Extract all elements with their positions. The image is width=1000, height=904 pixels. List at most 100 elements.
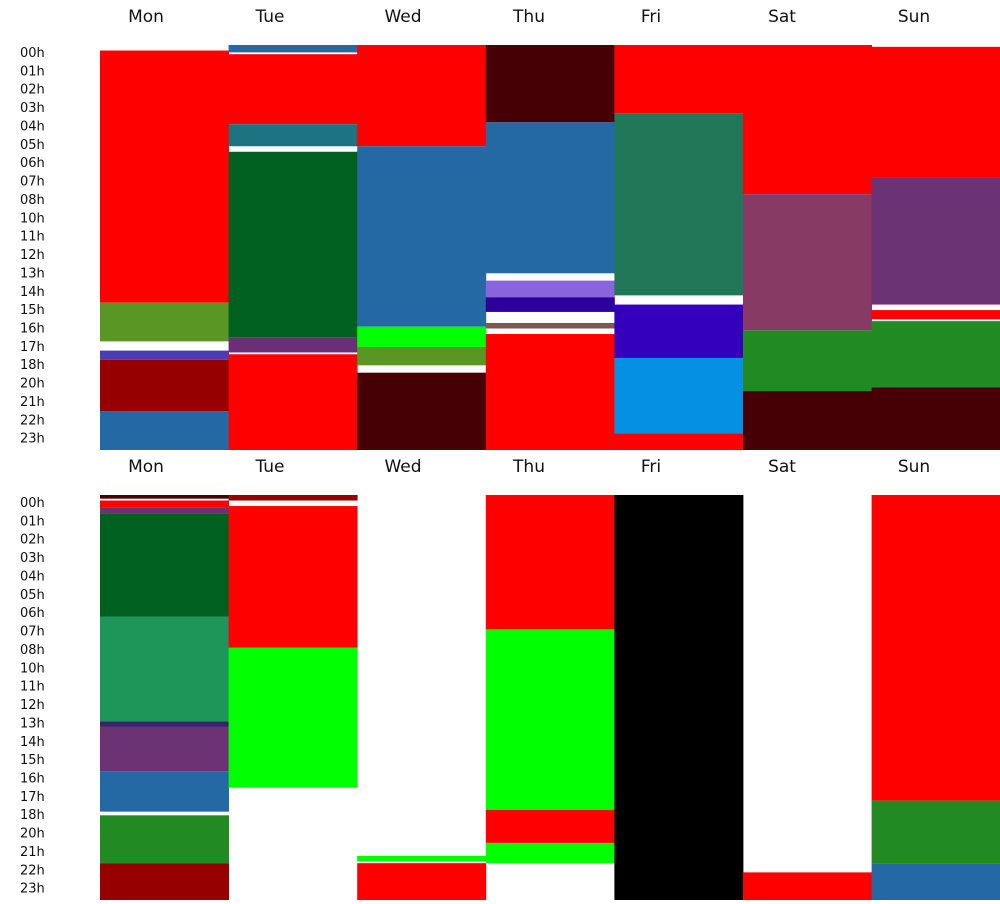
activity-block-wed <box>357 855 487 862</box>
day-label-wed: Wed <box>384 7 421 27</box>
activity-block-tue <box>228 54 358 125</box>
hour-label: 16h <box>20 772 45 787</box>
activity-block-thu <box>485 122 615 274</box>
day-label-sun: Sun <box>898 457 930 477</box>
hour-label: 08h <box>20 643 45 658</box>
day-label-tue: Tue <box>254 7 284 27</box>
hour-label: 22h <box>20 863 45 878</box>
activity-block-sun <box>871 387 1000 450</box>
day-label-fri: Fri <box>641 457 661 477</box>
hour-label: 03h <box>20 551 45 566</box>
activity-block-mon <box>100 771 229 812</box>
activity-block-sat <box>743 330 872 392</box>
activity-block-thu <box>485 842 615 864</box>
day-label-fri: Fri <box>641 7 661 27</box>
hour-label: 16h <box>20 322 45 337</box>
activity-block-fri <box>614 357 744 434</box>
activity-block-thu <box>485 334 615 450</box>
hour-label: 07h <box>20 625 45 640</box>
hour-label: 17h <box>20 790 45 805</box>
hour-label: 04h <box>20 569 45 584</box>
activity-block-thu <box>485 495 615 630</box>
hour-label: 14h <box>20 735 45 750</box>
activity-block-sun <box>871 800 1000 864</box>
hour-label: 10h <box>20 661 45 676</box>
activity-block-wed <box>357 372 487 450</box>
heatmap-panel-2: Mon Tue Wed Thu Fri Sat Sun 00h 01h 02h 03h 04h 05h 0… <box>20 457 1000 900</box>
activity-block-sat <box>743 872 872 900</box>
activity-block-mon <box>100 411 229 450</box>
activity-block-mon <box>100 726 229 772</box>
activity-block-mon <box>100 513 229 617</box>
hour-label: 18h <box>20 808 45 823</box>
activity-block-mon <box>100 359 229 412</box>
activity-block-sat <box>743 45 872 195</box>
hour-label: 06h <box>20 156 45 171</box>
activity-block-sun <box>871 46 1000 178</box>
activity-block-mon <box>100 302 229 342</box>
activity-block-tue <box>228 354 358 450</box>
activity-block-sun <box>871 321 1000 388</box>
day-label-sat: Sat <box>768 7 796 27</box>
hour-label: 18h <box>20 358 45 373</box>
activity-block-thu <box>485 322 615 329</box>
hour-label: 01h <box>20 514 45 529</box>
hour-label: 02h <box>20 533 45 548</box>
activity-block-mon <box>100 721 229 727</box>
activity-block-mon <box>100 616 229 722</box>
hour-label: 22h <box>20 413 45 428</box>
activity-block-thu <box>485 809 615 843</box>
hour-label: 14h <box>20 285 45 300</box>
activity-block-thu <box>485 297 615 312</box>
activity-block-mon <box>100 350 229 360</box>
day-label-thu: Thu <box>512 7 545 27</box>
hour-label: 05h <box>20 138 45 153</box>
activity-block-fri <box>614 495 744 900</box>
hour-label: 13h <box>20 716 45 731</box>
hour-label: 07h <box>20 175 45 190</box>
hour-label: 08h <box>20 193 45 208</box>
activity-block-tue <box>228 151 358 338</box>
activity-block-wed <box>357 45 487 147</box>
hour-label: 12h <box>20 248 45 263</box>
hour-label: 17h <box>20 340 45 355</box>
hour-label: 00h <box>20 46 45 61</box>
activity-block-sun <box>871 310 1000 320</box>
activity-block-mon <box>100 863 229 900</box>
hour-label: 12h <box>20 698 45 713</box>
day-label-sun: Sun <box>898 7 930 27</box>
hour-label: 05h <box>20 588 45 603</box>
hour-label: 03h <box>20 101 45 116</box>
hour-label: 15h <box>20 753 45 768</box>
hour-label: 23h <box>20 432 45 447</box>
hour-label: 20h <box>20 827 45 842</box>
hour-label: 15h <box>20 303 45 318</box>
activity-block-tue <box>228 45 358 53</box>
activity-block-fri <box>614 113 744 296</box>
activity-block-fri <box>614 45 744 114</box>
activity-block-mon <box>100 495 229 499</box>
activity-block-fri <box>614 304 744 358</box>
hour-label: 02h <box>20 83 45 98</box>
hour-label: 11h <box>20 230 45 245</box>
hour-label: 21h <box>20 845 45 860</box>
day-label-sat: Sat <box>768 457 796 477</box>
activity-block-sat <box>743 391 872 450</box>
hour-label: 20h <box>20 377 45 392</box>
activity-block-sun <box>871 177 1000 305</box>
activity-block-thu <box>485 280 615 298</box>
activity-block-tue <box>228 506 358 648</box>
hour-label: 00h <box>20 496 45 511</box>
day-label-mon: Mon <box>128 7 164 27</box>
activity-block-mon <box>100 500 229 508</box>
hour-label: 01h <box>20 64 45 79</box>
activity-block-wed <box>357 326 487 347</box>
activity-block-tue <box>228 337 358 353</box>
activity-block-mon <box>100 815 229 864</box>
activity-block-sun <box>871 495 1000 801</box>
activity-block-thu <box>485 629 615 810</box>
activity-block-tue <box>228 647 358 788</box>
hour-label: 13h <box>20 266 45 281</box>
activity-block-sat <box>743 194 872 331</box>
